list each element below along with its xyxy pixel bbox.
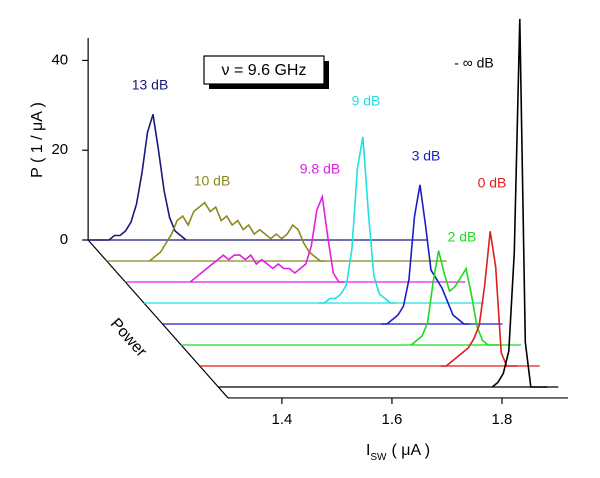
series-line — [410, 250, 500, 346]
series-line — [318, 136, 396, 304]
series-line — [491, 18, 548, 388]
x-axis-title-sub: SW — [370, 452, 387, 463]
x-tick-label: 1.6 — [382, 411, 403, 428]
series-label: 9 dB — [352, 93, 381, 109]
series-line — [149, 201, 326, 262]
x-tick-label: 1.8 — [492, 411, 513, 428]
x-tick-label: 1.4 — [271, 411, 292, 428]
series-line — [381, 184, 470, 325]
series-label: 3 dB — [412, 148, 441, 164]
series-label: 10 dB — [194, 173, 231, 189]
x-axis-title-main: I — [366, 442, 370, 459]
series-line — [189, 193, 345, 283]
y-tick-label: 20 — [51, 141, 68, 158]
series-line — [87, 114, 187, 241]
x-axis-title-unit: ( μA ) — [392, 442, 431, 459]
y-tick-label: 0 — [60, 231, 68, 248]
series-label: 13 dB — [132, 77, 169, 93]
depth-axis — [87, 239, 229, 399]
series-label: 9.8 dB — [300, 161, 340, 177]
series-label: - ∞ dB — [454, 55, 494, 71]
y-tick-label: 40 — [51, 51, 68, 68]
annotation-box — [203, 55, 325, 85]
series-label: 2 dB — [448, 229, 477, 245]
x-axis-title: ISW ( μA ) — [366, 442, 430, 463]
series-label: 0 dB — [478, 175, 507, 191]
annotation: ν = 9.6 GHz — [222, 62, 307, 79]
series-line — [440, 231, 518, 367]
depth-axis-title: Power — [107, 315, 150, 361]
y-axis-title: P ( 1 / μA ) — [29, 102, 46, 178]
